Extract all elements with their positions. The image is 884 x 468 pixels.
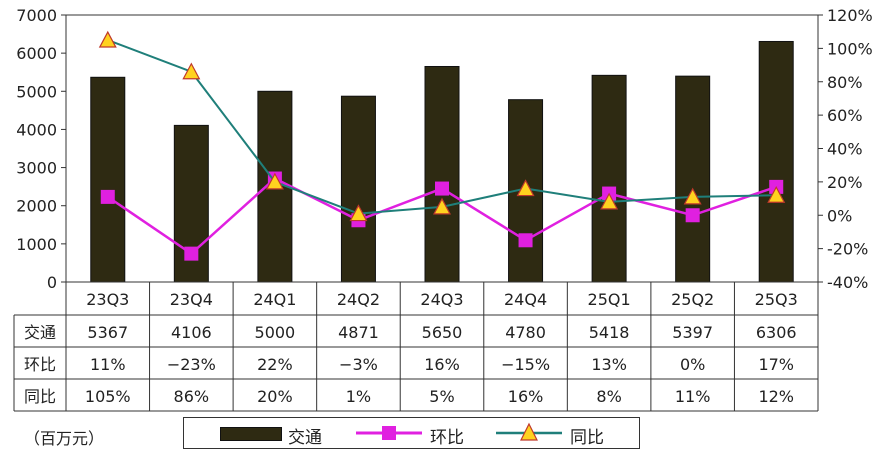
yoy-point-23Q4 (182, 62, 201, 80)
bar-25Q3 (758, 40, 794, 283)
table-cell: 5418 (589, 323, 630, 342)
table-cell: 11% (675, 387, 711, 406)
qoq-point-23Q4 (184, 246, 199, 261)
table-cell: −23% (167, 355, 216, 374)
qoq-point-25Q2 (685, 208, 700, 223)
table-cell: 5650 (422, 323, 463, 342)
legend-swatch-qoq (356, 426, 422, 440)
unit-label: （百万元） (24, 429, 105, 448)
legend-swatch-bar (220, 427, 282, 441)
table-cell: 8% (596, 387, 621, 406)
table-row-label: 环比 (24, 355, 56, 374)
legend-label-qoq: 环比 (430, 428, 464, 448)
table-cell: 5367 (87, 323, 128, 342)
y-right-tick-label: 100% (827, 39, 873, 58)
table-cell: −3% (339, 355, 378, 374)
table-cell: 16% (508, 387, 544, 406)
x-tick-label: 23Q4 (170, 290, 213, 309)
y-right-tick-label: 0% (827, 206, 852, 225)
table-cell: 1% (346, 387, 371, 406)
table-cell: 20% (257, 387, 293, 406)
table-cell: 11% (90, 355, 126, 374)
y-right-tick-label: 60% (827, 106, 863, 125)
x-tick-label: 25Q3 (755, 290, 798, 309)
y-right-tick-label: -20% (827, 240, 868, 259)
qoq-point-24Q4 (518, 233, 533, 248)
x-tick-label: 23Q3 (86, 290, 129, 309)
table-cell: 4780 (505, 323, 546, 342)
yoy-point-24Q1 (265, 172, 284, 190)
yoy-point-24Q3 (433, 197, 451, 215)
x-tick-label: 24Q4 (504, 290, 547, 309)
bar-25Q1 (591, 74, 627, 283)
legend: 交通 环比 同比 (183, 417, 640, 449)
table-cell: 13% (591, 355, 627, 374)
legend-swatch-yoy (496, 422, 562, 441)
table-cell: 5000 (255, 323, 296, 342)
legend-label-bar: 交通 (288, 428, 322, 448)
table-cell: 22% (257, 355, 293, 374)
table-cell: 5397 (672, 323, 713, 342)
y-left-tick-label: 1000 (16, 235, 57, 254)
y-left-tick-label: 4000 (16, 120, 57, 139)
yoy-point-24Q4 (516, 179, 535, 197)
y-left-tick-label: 5000 (16, 82, 57, 101)
y-right-tick-label: 40% (827, 140, 863, 159)
bar-25Q2 (675, 75, 711, 283)
x-tick-label: 24Q1 (253, 290, 296, 309)
yoy-point-25Q1 (600, 192, 619, 210)
qoq-point-24Q3 (435, 181, 449, 196)
y-left-tick-label: 6000 (16, 44, 57, 63)
bar-24Q2 (340, 95, 376, 283)
y-right-tick-label: 120% (827, 6, 873, 25)
y-left-tick-label: 0 (47, 273, 57, 292)
yoy-point-25Q2 (683, 187, 702, 205)
y-left-tick-label: 7000 (16, 6, 57, 25)
table-cell: 4871 (338, 323, 379, 342)
yoy-point-23Q3 (98, 30, 117, 48)
table-cell: 4106 (171, 323, 212, 342)
x-tick-label: 25Q2 (671, 290, 714, 309)
x-tick-label: 24Q2 (337, 290, 380, 309)
table-cell: 17% (758, 355, 794, 374)
bar-23Q3 (90, 76, 126, 283)
table-row-label: 同比 (24, 387, 56, 406)
legend-label-yoy: 同比 (570, 428, 604, 448)
table-cell: 5% (429, 387, 454, 406)
table-cell: 6306 (756, 323, 797, 342)
table-cell: 16% (424, 355, 460, 374)
y-right-tick-label: -40% (827, 273, 868, 292)
bar-24Q3 (424, 65, 460, 283)
yoy-point-25Q3 (767, 185, 786, 203)
y-right-tick-label: 20% (827, 173, 863, 192)
x-tick-label: 25Q1 (588, 290, 631, 309)
table-cell: 0% (680, 355, 705, 374)
table-cell: 105% (85, 387, 131, 406)
table-row-label: 交通 (24, 323, 56, 342)
table-cell: −15% (501, 355, 550, 374)
qoq-point-23Q3 (100, 189, 115, 204)
x-tick-label: 24Q3 (420, 290, 463, 309)
y-right-tick-label: 80% (827, 73, 863, 92)
y-left-tick-label: 2000 (16, 197, 57, 216)
y-left-tick-label: 3000 (16, 159, 57, 178)
table-cell: 86% (174, 387, 210, 406)
table-cell: 12% (758, 387, 794, 406)
yoy-point-24Q2 (349, 204, 368, 222)
